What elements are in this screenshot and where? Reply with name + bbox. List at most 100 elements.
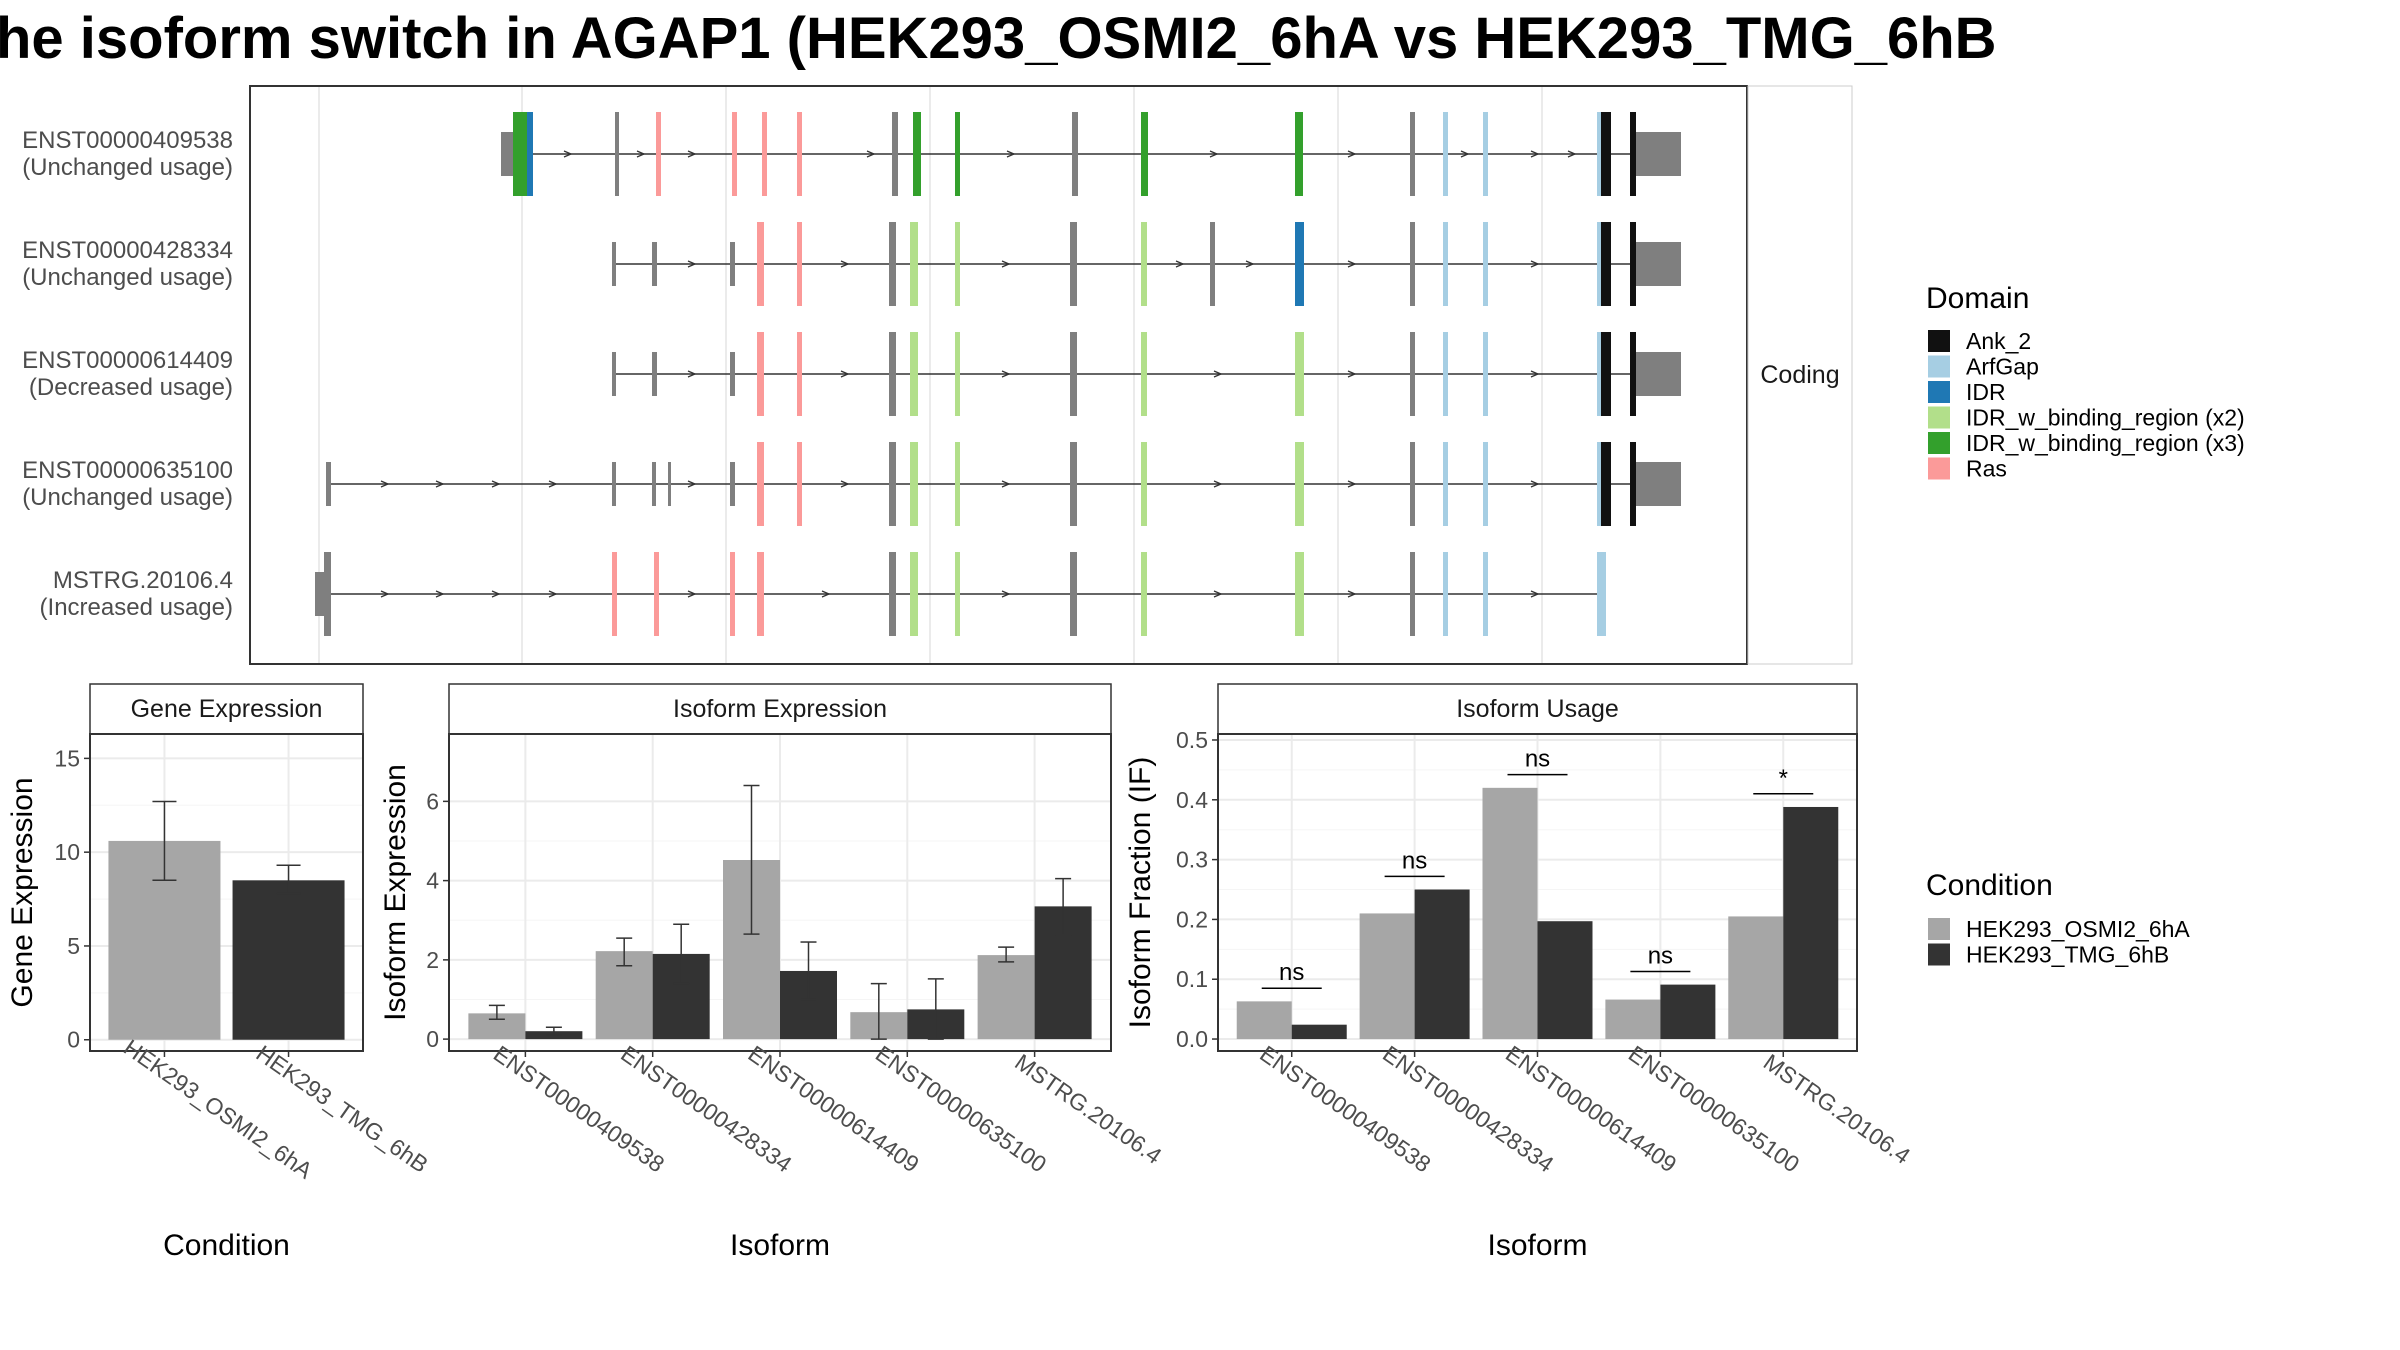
exon-block (1483, 112, 1488, 196)
exon-block (1295, 222, 1304, 306)
exon-block (1443, 442, 1448, 526)
exon-block (1295, 442, 1304, 526)
exon-block (1443, 112, 1448, 196)
exon-block (1597, 442, 1601, 526)
exon-block (1483, 332, 1488, 416)
transcript-track (315, 552, 1606, 636)
condition-legend-swatch (1928, 918, 1950, 940)
domain-legend: Domain Ank_2ArfGapIDRIDR_w_binding_regio… (1926, 282, 2245, 482)
exon-block (1210, 222, 1215, 306)
y-axis-title: Isoform Expression (379, 764, 412, 1021)
exon-block (1483, 442, 1488, 526)
direction-arrow (491, 590, 501, 598)
bar (232, 880, 345, 1040)
direction-arrow (1175, 260, 1185, 268)
exon-block (1141, 442, 1147, 526)
x-axis-title: Condition (163, 1229, 290, 1262)
isoform-labels: ENST00000409538 (Unchanged usage) ENST0000… (22, 127, 233, 621)
significance-label: ns (1648, 942, 1673, 969)
exon-block (757, 442, 764, 526)
direction-arrow (687, 590, 697, 598)
exon-block (797, 332, 802, 416)
y-tick-label: 0.5 (1176, 727, 1208, 753)
transcript-panel: Coding ENST00000409538(Unchanged usage)E… (22, 85, 1853, 665)
y-tick-label: 0.4 (1176, 787, 1208, 813)
exon-block (1070, 332, 1077, 416)
isoform-usage-label: (Decreased usage) (29, 374, 233, 401)
exon-block (1636, 352, 1681, 396)
bar (1482, 787, 1538, 1040)
y-tick-label: 10 (54, 839, 80, 865)
direction-arrow (1001, 480, 1011, 488)
direction-arrow (548, 480, 558, 488)
exon-block (1597, 222, 1601, 306)
exon-block (889, 222, 896, 306)
exon-block (1295, 332, 1304, 416)
exon-block (1410, 442, 1415, 526)
condition-legend-label: HEK293_OSMI2_6hA (1966, 916, 2190, 942)
y-tick-label: 5 (67, 933, 80, 959)
exon-block (762, 112, 767, 196)
direction-arrow (1213, 480, 1223, 488)
exon-block (910, 442, 918, 526)
exon-block (730, 352, 735, 396)
bar (1660, 984, 1716, 1040)
exon-block (1410, 112, 1415, 196)
isoform-usage-label: (Unchanged usage) (22, 484, 233, 511)
exon-block (668, 462, 671, 506)
domain-legend-swatch (1928, 457, 1950, 480)
y-tick-label: 2 (426, 947, 439, 973)
y-tick-label: 0 (67, 1027, 80, 1053)
exon-block (757, 332, 764, 416)
exon-block (757, 222, 764, 306)
exon-block (1070, 222, 1077, 306)
significance-label: ns (1402, 847, 1427, 874)
y-tick-label: 0.2 (1176, 906, 1208, 932)
exon-block (955, 222, 960, 306)
exon-block (1636, 462, 1681, 506)
direction-arrow (1001, 590, 1011, 598)
condition-legend-swatch (1928, 943, 1950, 966)
exon-block (889, 552, 896, 636)
y-tick-label: 0 (426, 1026, 439, 1052)
exon-block (955, 442, 960, 526)
direction-arrow (1001, 260, 1011, 268)
exon-block (1601, 332, 1611, 416)
direction-arrow (1530, 480, 1540, 488)
isoform-usage-label: (Increased usage) (40, 594, 233, 621)
direction-arrow (563, 150, 573, 158)
exon-block (1597, 112, 1601, 196)
isoform-id-label: ENST00000409538 (22, 127, 233, 154)
exon-block (612, 462, 616, 506)
bar (1537, 921, 1593, 1040)
exon-block (324, 552, 331, 636)
exon-block (652, 242, 657, 286)
transcript-track (612, 222, 1681, 306)
direction-arrow (1347, 150, 1357, 158)
direction-arrow (687, 480, 697, 488)
exon-block (520, 112, 527, 196)
bar (1414, 889, 1470, 1040)
isoform-id-label: MSTRG.20106.4 (53, 567, 233, 594)
y-tick-label: 4 (426, 868, 439, 894)
exon-block (797, 112, 802, 196)
transcript-track (326, 442, 1681, 526)
direction-arrow (380, 480, 390, 488)
isoform-id-label: ENST00000614409 (22, 347, 233, 374)
exon-block (1636, 242, 1681, 286)
domain-legend-label: IDR_w_binding_region (x2) (1966, 405, 2245, 431)
exon-block (1070, 552, 1077, 636)
transcript-track (612, 332, 1681, 416)
exon-block (1601, 112, 1611, 196)
exon-block (1141, 222, 1147, 306)
direction-arrow (435, 480, 445, 488)
direction-arrow (840, 370, 850, 378)
exon-block (955, 332, 960, 416)
exon-block (654, 552, 659, 636)
direction-arrow (1209, 150, 1219, 158)
figure-title: he isoform switch in AGAP1 (HEK293_OSMI2… (0, 6, 1997, 71)
exon-block (1443, 552, 1448, 636)
